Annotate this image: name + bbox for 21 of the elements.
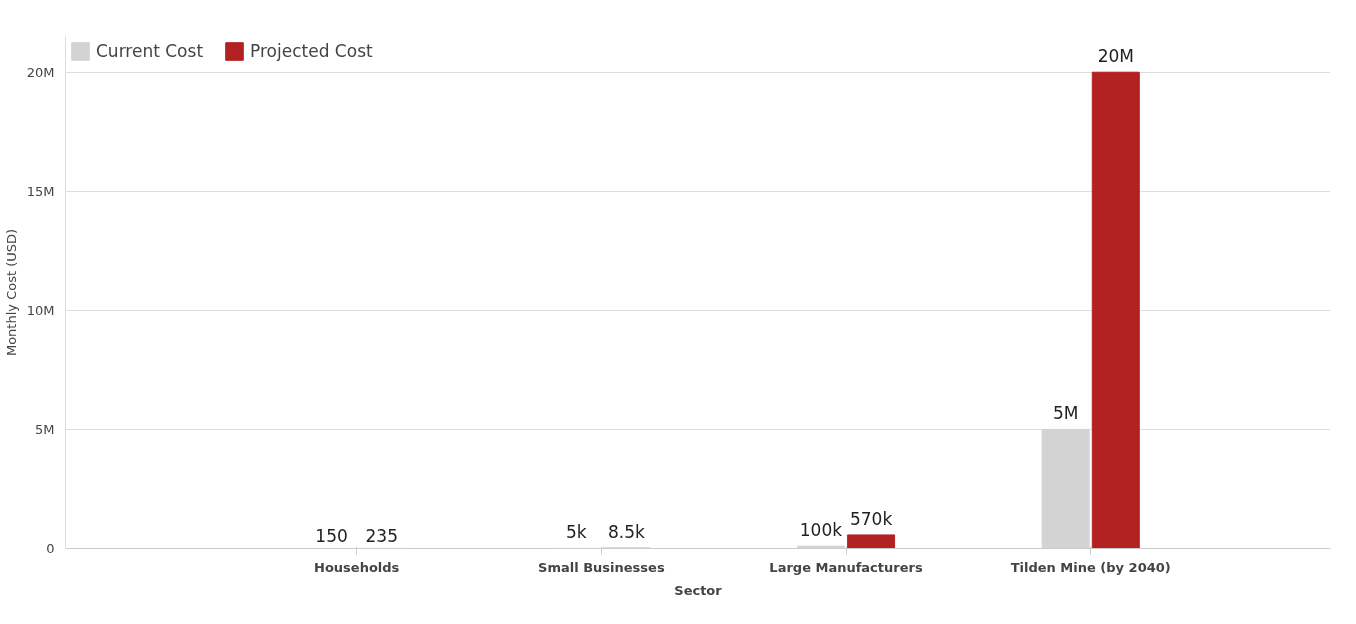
x-tick-label: Households [314,559,400,575]
data-label: 5M [1052,403,1079,424]
data-label: 570k [849,508,893,529]
x-axis-title: Sector [674,582,723,598]
x-tick-label: Large Manufacturers [769,559,923,575]
y-tick-label: 20M [26,64,55,80]
y-axis-title: Monthly Cost (USD) [3,228,19,357]
legend-label: Current Cost [96,41,204,61]
y-tick-label: 15M [26,183,55,199]
data-label: 5k [565,522,587,543]
y-tick-label: 5M [35,421,55,437]
x-tick-label: Small Businesses [538,559,665,575]
legend-label: Projected Cost [250,41,373,61]
data-label: 150 [315,526,348,547]
y-tick-label: 10M [26,302,55,318]
data-label: 20M [1097,46,1134,67]
y-tick-label: 0 [46,541,55,556]
data-label: 8.5k [607,522,646,543]
x-tick-label: Tilden Mine (by 2040) [1010,559,1171,575]
data-label: 100k [799,520,843,541]
data-label: 235 [365,526,398,547]
